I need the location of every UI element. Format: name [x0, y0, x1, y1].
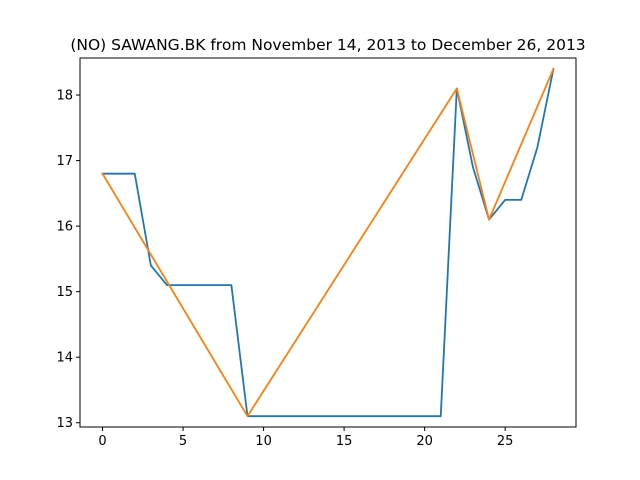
chart-title: (NO) SAWANG.BK from November 14, 2013 to… — [70, 36, 585, 54]
axes-frame — [79, 57, 577, 428]
y-tick-label: 18 — [56, 89, 73, 104]
x-tick-label: 10 — [255, 434, 272, 449]
x-tick-label: 0 — [98, 434, 106, 449]
series-line-1 — [101, 67, 555, 418]
x-tick-label: 15 — [336, 434, 353, 449]
x-tick-label: 5 — [179, 434, 187, 449]
y-tick-label: 14 — [56, 351, 73, 366]
series-line-2 — [101, 67, 555, 418]
y-tick-label: 16 — [56, 220, 73, 235]
axes-layer: 0 5 10 15 20 25 13 14 15 16 17 18 — [56, 57, 577, 449]
y-tick-label: 17 — [56, 154, 73, 169]
y-tick-label: 13 — [56, 416, 73, 431]
x-tick-label: 20 — [416, 434, 433, 449]
y-tick-label: 15 — [56, 285, 73, 300]
series-layer — [101, 67, 555, 418]
x-tick-label: 25 — [497, 434, 514, 449]
